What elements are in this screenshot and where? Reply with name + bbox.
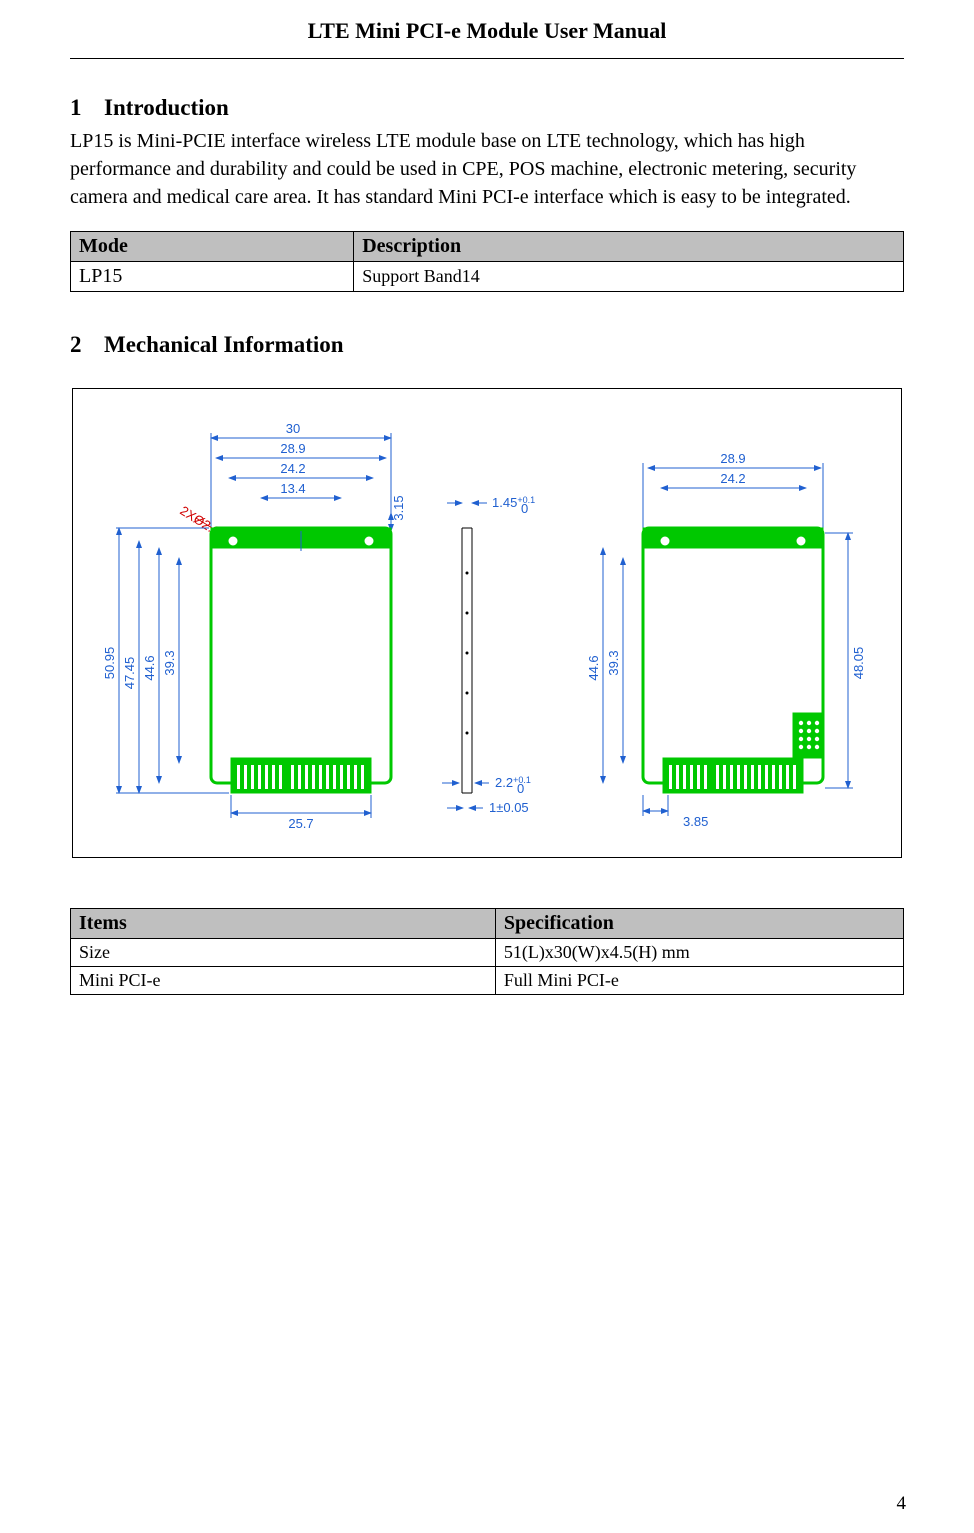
front-view-drawing: 30 28.9 24.2 13.4 3.15 2XØ2.6 — [101, 413, 411, 833]
dim-h30: 30 — [286, 421, 300, 436]
page-number: 4 — [897, 1493, 907, 1515]
back-view-drawing: 28.9 24.2 — [573, 413, 873, 833]
section1-number: 1 — [70, 95, 104, 121]
item-cell: Mini PCI-e — [71, 967, 496, 995]
description-cell: Support Band14 — [354, 262, 904, 292]
dim-h242: 24.2 — [280, 461, 305, 476]
dim-side-bot1: 2.2+0.1 — [495, 775, 531, 790]
dim-side-top-lower: 0 — [521, 501, 528, 516]
document-title: LTE Mini PCI-e Module User Manual — [70, 0, 904, 58]
dim-315: 3.15 — [391, 495, 406, 520]
dim-b257: 25.7 — [288, 816, 313, 831]
dim-back-289: 28.9 — [720, 451, 745, 466]
section2-number: 2 — [70, 332, 104, 358]
mode-header: Mode — [71, 232, 354, 262]
section1-heading: 1Introduction — [70, 95, 904, 121]
section2-heading: 2Mechanical Information — [70, 332, 904, 358]
section1-title: Introduction — [104, 95, 229, 120]
table-header-row: Mode Description — [71, 232, 904, 262]
side-view-drawing: 1.45+0.1 0 2.2+0.1 0 1±0.05 — [417, 413, 567, 833]
dim-side-top: 1.45+0.1 — [492, 495, 535, 510]
dim-h289: 28.9 — [280, 441, 305, 456]
section2-title: Mechanical Information — [104, 332, 344, 357]
dim-h134: 13.4 — [280, 481, 305, 496]
item-cell: Size — [71, 939, 496, 967]
dim-v446: 44.6 — [142, 655, 157, 680]
dim-v4745: 47.45 — [122, 657, 137, 690]
table-header-row: Items Specification — [71, 909, 904, 939]
spec-cell: Full Mini PCI-e — [495, 967, 903, 995]
dim-side-bot2: 1±0.05 — [489, 800, 529, 815]
dim-back-385: 3.85 — [683, 814, 708, 829]
header-rule — [70, 58, 904, 59]
dim-back-4805: 48.05 — [851, 647, 866, 680]
table-row: Size 51(L)x30(W)x4.5(H) mm — [71, 939, 904, 967]
section1-body: LP15 is Mini-PCIE interface wireless LTE… — [70, 127, 904, 211]
dim-side-bot1-lower: 0 — [517, 781, 524, 796]
spec-cell: 51(L)x30(W)x4.5(H) mm — [495, 939, 903, 967]
table-row: Mini PCI-e Full Mini PCI-e — [71, 967, 904, 995]
items-header: Items — [71, 909, 496, 939]
mode-cell: LP15 — [71, 262, 354, 292]
mechanical-drawing: 30 28.9 24.2 13.4 3.15 2XØ2.6 — [72, 388, 902, 858]
dim-back-v446: 44.6 — [586, 655, 601, 680]
dim-v5095: 50.95 — [102, 647, 117, 680]
dim-back-v393: 39.3 — [606, 650, 621, 675]
specification-header: Specification — [495, 909, 903, 939]
dim-v393: 39.3 — [162, 650, 177, 675]
description-header: Description — [354, 232, 904, 262]
table-row: LP15 Support Band14 — [71, 262, 904, 292]
spec-table: Items Specification Size 51(L)x30(W)x4.5… — [70, 908, 904, 995]
dim-back-242: 24.2 — [720, 471, 745, 486]
mode-table: Mode Description LP15 Support Band14 — [70, 231, 904, 292]
